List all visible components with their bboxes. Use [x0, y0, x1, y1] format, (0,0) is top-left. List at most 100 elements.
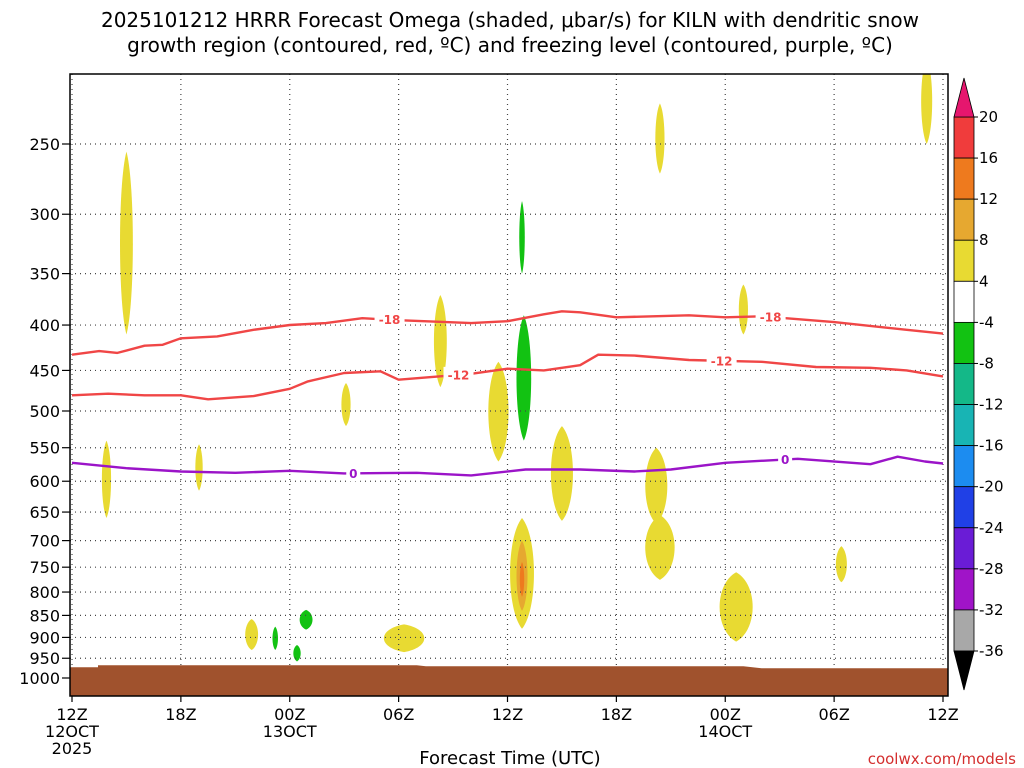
colorbar: 20 16 12 8 4 -4 -8 -12 -16 -20 -24 -28 -32 -36 — [953, 77, 1004, 691]
omega-region-6 — [488, 361, 509, 462]
y-tick-label-450: 450 — [29, 361, 60, 380]
ground-terrain — [70, 665, 948, 696]
y-tick-label-600: 600 — [29, 472, 60, 491]
contour-layer: -18 -18 -12 -12 0 0 — [71, 309, 944, 482]
omega-region-0 — [120, 151, 133, 335]
credit-text: coolwx.com/models — [868, 750, 1016, 768]
colorbar-bin-8-12 — [953, 198, 975, 241]
chart-title-line1: 2025101212 HRRR Forecast Omega (shaded, … — [101, 8, 919, 32]
omega-region-21 — [299, 609, 313, 630]
colorbar-bin--32--28 — [953, 568, 975, 611]
x-tick-label-2: 00Z — [274, 705, 305, 724]
colorbar-label--28: -28 — [979, 560, 1004, 578]
colorbar-label--36: -36 — [979, 642, 1004, 660]
omega-region-10 — [195, 444, 203, 491]
omega-region-4 — [738, 284, 748, 335]
omega-region-7 — [516, 315, 532, 441]
omega-region-23 — [383, 624, 425, 653]
x-tick-label-6: 00Z — [710, 705, 741, 724]
omega-region-16 — [519, 562, 525, 597]
colorbar-label--24: -24 — [979, 519, 1004, 537]
omega-region-17 — [835, 546, 847, 583]
omega-region-11 — [550, 426, 573, 521]
colorbar-label--8: -8 — [979, 354, 994, 372]
y-tick-label-400: 400 — [29, 316, 60, 335]
y-tick-label-900: 900 — [29, 628, 60, 647]
contour-label-bg-minus-12C-1 — [706, 352, 737, 369]
x-axis-title: Forecast Time (UTC) — [419, 748, 600, 768]
x-tick-date-6: 14OCT — [698, 722, 752, 741]
omega-region-8 — [341, 383, 351, 427]
y-tick-label-650: 650 — [29, 503, 60, 522]
colorbar-label--12: -12 — [979, 396, 1004, 414]
y-tick-label-750: 750 — [29, 558, 60, 577]
omega-region-1 — [655, 103, 665, 174]
colorbar-label-4: 4 — [979, 272, 989, 290]
omega-region-5 — [433, 295, 447, 388]
x-tick-date-0: 12OCT — [45, 722, 99, 741]
plot-frame — [69, 73, 949, 697]
colorbar-bin-12-16 — [953, 157, 975, 200]
y-tick-label-250: 250 — [29, 135, 60, 154]
ground-layer — [70, 665, 948, 696]
colorbar-under-arrow — [953, 650, 975, 691]
y-tick-label-500: 500 — [29, 402, 60, 421]
omega-region-12 — [645, 447, 668, 524]
contour-label-freezing-level-0C-1: 0 — [781, 453, 789, 467]
omega-region-20 — [272, 626, 278, 651]
y-tick-label-350: 350 — [29, 265, 60, 284]
x-tick-year-0: 2025 — [52, 739, 93, 758]
contour-label-minus-18C-1: -18 — [760, 311, 782, 325]
x-tick-label-7: 06Z — [818, 705, 849, 724]
contour-label-minus-12C-0: -12 — [448, 368, 470, 382]
grid-layer — [70, 74, 948, 696]
omega-region-18 — [719, 572, 753, 642]
colorbar-bin--24--20 — [953, 486, 975, 529]
colorbar-label--32: -32 — [979, 601, 1004, 619]
colorbar-bin-4-8 — [953, 239, 975, 282]
omega-region-9 — [101, 440, 112, 518]
y-tick-label-800: 800 — [29, 583, 60, 602]
omega-region-2 — [921, 74, 933, 144]
y-tick-label-700: 700 — [29, 532, 60, 551]
colorbar-label-16: 16 — [979, 149, 998, 167]
colorbar-bin--12--8 — [953, 363, 975, 405]
colorbar-label-20: 20 — [979, 108, 998, 126]
contour-label-bg-freezing-level-0C-1 — [778, 451, 793, 468]
colorbar-bin-16-20 — [953, 116, 975, 159]
colorbar-bin--36--32 — [953, 609, 975, 652]
plot-area — [70, 74, 948, 696]
x-tick-label-0: 12Z — [56, 705, 87, 724]
y-tick-label-300: 300 — [29, 205, 60, 224]
x-tick-label-3: 06Z — [383, 705, 414, 724]
omega-region-22 — [293, 645, 301, 662]
colorbar-label-8: 8 — [979, 231, 989, 249]
contour-label-minus-12C-1: -12 — [711, 354, 733, 368]
colorbar-over-arrow — [953, 77, 975, 118]
colorbar-bin--8--4 — [953, 321, 975, 364]
colorbar-bin--16--12 — [953, 404, 975, 447]
x-tick-date-2: 13OCT — [263, 722, 317, 741]
colorbar-label--20: -20 — [979, 478, 1004, 496]
colorbar-bin--20--16 — [953, 445, 975, 488]
omega-region-19 — [245, 619, 259, 651]
y-axis: 250 300 350 400 450 500 550 600 650 700 750 800 850 9… — [19, 135, 70, 688]
contour-minus-18C — [71, 310, 944, 356]
x-tick-label-1: 18Z — [165, 705, 196, 724]
chart-title-line2: growth region (contoured, red, ºC) and f… — [127, 33, 893, 57]
colorbar-label--16: -16 — [979, 437, 1004, 455]
colorbar-bin--4-4 — [953, 280, 975, 323]
y-tick-label-550: 550 — [29, 439, 60, 458]
contour-label-minus-18C-0: -18 — [379, 313, 401, 327]
colorbar-label-12: 12 — [979, 190, 998, 208]
omega-shading-layer — [101, 74, 933, 662]
colorbar-label--4: -4 — [979, 313, 994, 331]
contour-label-bg-minus-18C-0 — [374, 311, 405, 328]
x-tick-label-8: 12Z — [927, 705, 958, 724]
y-tick-label-1000: 1000 — [19, 669, 60, 688]
contour-label-bg-freezing-level-0C-0 — [346, 465, 361, 482]
contour-label-bg-minus-12C-0 — [443, 366, 474, 383]
contour-freezing-level-0C — [71, 455, 944, 477]
